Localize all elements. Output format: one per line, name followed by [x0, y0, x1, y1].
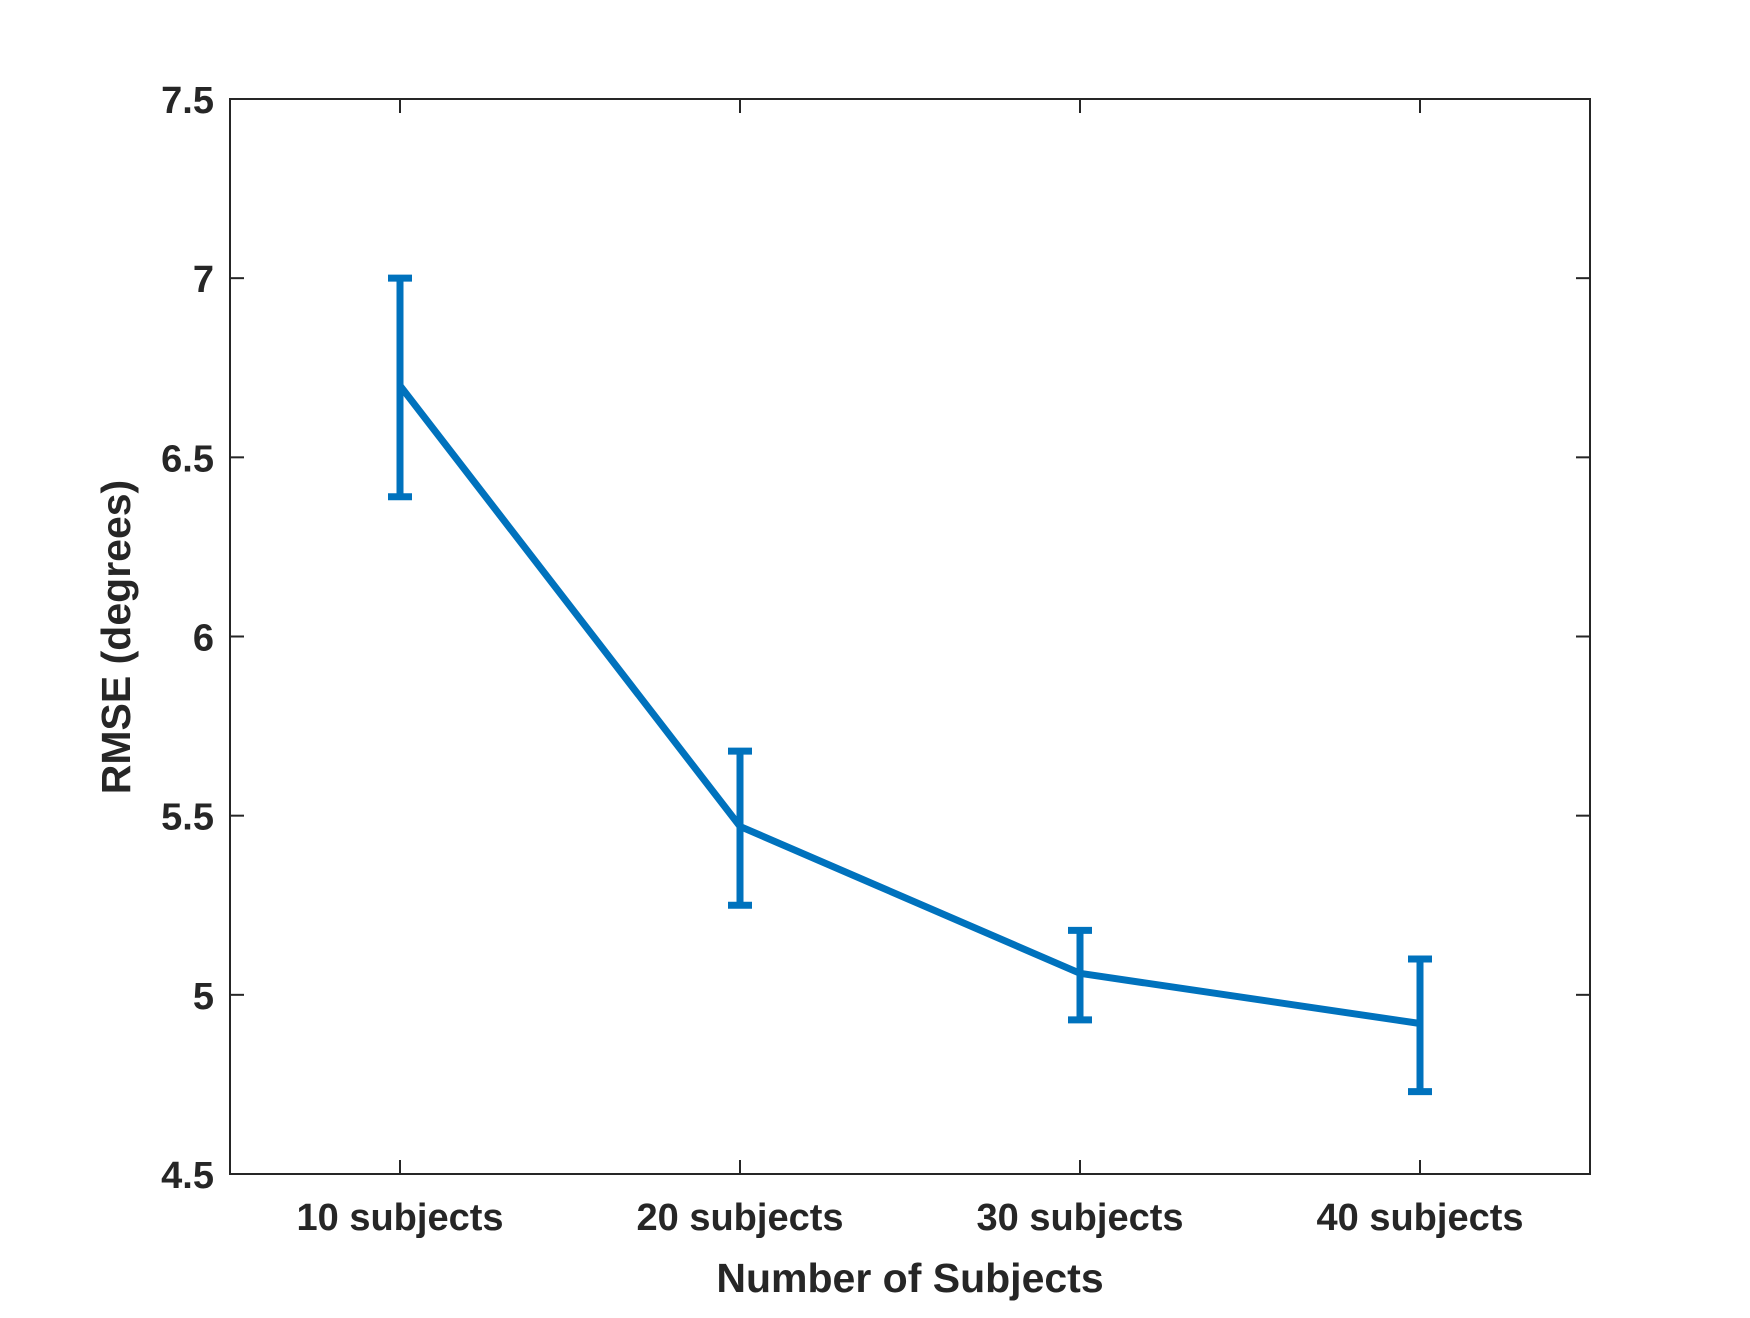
y-tick-label: 5	[193, 976, 214, 1018]
x-tick-label: 20 subjects	[637, 1197, 844, 1239]
y-axis-title: RMSE (degrees)	[93, 480, 139, 794]
y-tick-label: 7	[193, 259, 214, 301]
plot-area-frame	[230, 99, 1590, 1174]
axes: 4.5 5 5.5 6 6.5 7 7.5 10 subjects 20 subjects 30 …	[161, 80, 1590, 1239]
y-tick-label: 7.5	[161, 80, 214, 122]
y-tick-label: 6	[193, 618, 214, 660]
x-tick-label: 40 subjects	[1317, 1197, 1524, 1239]
y-tick-label: 6.5	[161, 438, 214, 480]
x-tick-label: 30 subjects	[977, 1197, 1184, 1239]
series-line	[400, 386, 1420, 1024]
data-series	[388, 278, 1432, 1091]
x-axis-title: Number of Subjects	[716, 1255, 1103, 1301]
y-tick-label: 5.5	[161, 797, 214, 839]
y-tick-label: 4.5	[161, 1155, 214, 1197]
x-tick-label: 10 subjects	[297, 1197, 504, 1239]
